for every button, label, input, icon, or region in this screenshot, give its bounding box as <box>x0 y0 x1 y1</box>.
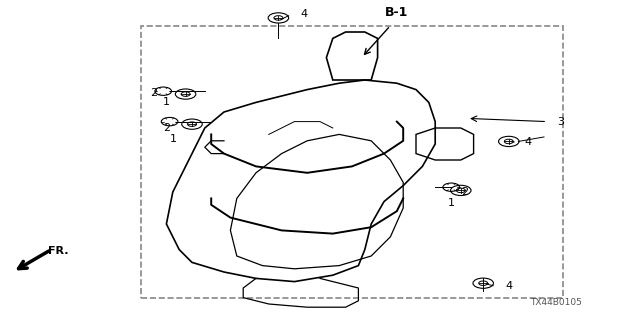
Text: 3: 3 <box>557 116 564 127</box>
Text: FR.: FR. <box>48 246 68 256</box>
Text: 1: 1 <box>170 134 177 144</box>
Text: 4: 4 <box>301 9 308 20</box>
Text: 4: 4 <box>506 281 513 292</box>
Text: 2: 2 <box>150 88 157 98</box>
Text: 4: 4 <box>525 137 532 148</box>
Text: 1: 1 <box>163 97 170 108</box>
Bar <box>141 26 563 298</box>
Text: 2: 2 <box>461 187 468 197</box>
Text: B-1: B-1 <box>385 6 408 19</box>
Text: 1: 1 <box>448 198 455 208</box>
Text: 2: 2 <box>163 123 170 133</box>
Text: TX44B0105: TX44B0105 <box>531 298 582 307</box>
